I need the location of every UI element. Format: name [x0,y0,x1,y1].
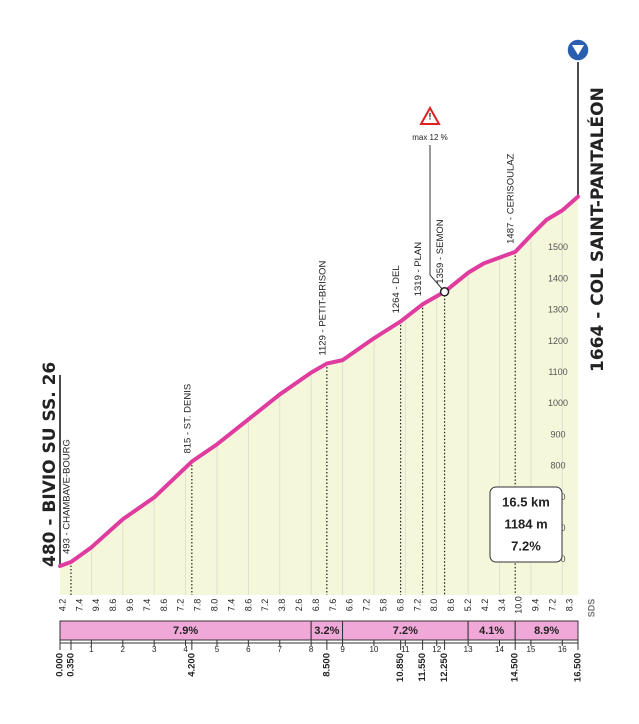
y-tick-label: 800 [550,461,565,471]
x-tick-label: 16 [558,645,567,654]
x-tick-label: 12 [432,645,441,654]
gradient-label: 7.6 [328,599,338,612]
gradient-label: 8.6 [108,599,118,612]
warning-mark: ! [429,111,432,121]
x-tick-label: 9 [340,645,345,654]
waypoint-label: 815 - ST. DENIS [182,384,193,454]
y-tick-label: 1100 [548,367,567,377]
km-marker-label: 14.500 [510,653,521,682]
km-marker-label: 8.500 [321,653,332,677]
section-label: 4.1% [479,625,504,637]
summary-gradient: 7.2% [511,538,541,553]
gradient-label: 7.2 [176,599,186,612]
y-tick-label: 1400 [548,273,568,283]
x-tick-label: 15 [526,645,535,654]
km-marker-label: 12.250 [439,653,450,682]
x-tick-label: 1 [89,645,94,654]
gradient-label: 8.3 [564,599,574,612]
km-marker-label: 11.550 [417,653,428,682]
gradient-label: 8.0 [209,599,219,612]
x-tick-label: 3 [152,645,157,654]
y-tick-label: 1000 [548,398,568,408]
gradient-label: 8.0 [429,599,439,612]
x-tick-label: 8 [309,645,314,654]
km-marker-label: 4.200 [186,653,197,677]
max-point [439,287,450,297]
gradient-row [60,595,578,615]
gradient-label: 9.4 [531,599,541,612]
gradient-label: 6.6 [345,599,355,612]
waypoint-label: 1319 - PLAN [413,242,424,297]
gradient-label: 7.4 [226,599,236,612]
max-pointer [429,145,444,291]
x-tick-label: 7 [278,645,283,654]
section-label: 3.2% [314,625,339,637]
gradient-label: 7.2 [547,599,557,612]
x-tick-label: 14 [495,645,504,654]
y-tick-label: 900 [550,429,565,439]
x-tick-label: 6 [246,645,251,654]
x-tick-label: 2 [121,645,126,654]
x-tick-label: 13 [464,645,473,654]
gradient-label: 6.8 [395,599,405,612]
gradient-label: 7.8 [193,599,203,612]
gradient-label: 8.6 [243,599,253,612]
km-marker-label: 16.500 [573,653,584,682]
waypoint-label: 1129 - PETIT-BRISON [317,261,328,356]
summary-distance: 16.5 km [502,494,550,509]
y-tick-label: 1200 [548,336,568,346]
profile-line [58,194,580,569]
gradient-label: 4.2 [480,599,490,612]
plot: 493 - CHAMBAVE-BOURG 815 - ST. DENIS 1129 … [55,153,584,682]
gradient-label: 7.2 [260,599,270,612]
gradient-label: 6.8 [311,599,321,612]
summary-gain: 1184 m [504,516,547,531]
section-label: 7.2% [393,625,418,637]
gradient-label: 9.4 [91,599,101,612]
gradient-label: 9.6 [125,599,135,612]
km-marker-label: 0.000 [55,653,66,677]
gradient-label: 8.6 [159,599,169,612]
gradient-label: 7.4 [142,599,152,612]
gradient-label: 3.4 [497,599,507,612]
waypoint-label: 1359 - SEMON [435,219,446,284]
waypoint-label: 1487 - CERISOULAZ [506,153,517,243]
finish-arrow [572,45,584,55]
gradient-label: 8.6 [446,599,456,612]
gradient-label: 5.8 [378,599,388,612]
gradient-label: 3.8 [277,599,287,612]
logo: SDS [586,599,596,618]
x-tick-label: 4 [183,645,188,654]
section-label: 8.9% [534,625,559,637]
y-tick-label: 1300 [548,305,568,315]
section-bar [514,620,579,641]
x-tick-label: 5 [215,645,220,654]
km-marker-label: 0.350 [66,653,77,677]
max-label: max 12 % [412,133,448,142]
gradient-label: 7.4 [74,599,84,612]
gradient-label: 2.6 [294,599,304,612]
km-marker-label: 10.850 [395,653,406,682]
x-tick-label: 10 [369,645,378,654]
warning-icon [419,105,441,125]
waypoint-label: 1264 - DEL [391,265,402,313]
gradient-label: 10.0 [514,596,524,614]
y-tick-label: 1500 [548,242,568,252]
gradient-label: 4.2 [57,599,67,612]
start-label: 480 - BIVIO SU SS. 26 [40,362,60,567]
x-tick-label: 11 [401,645,410,654]
end-label: 1664 - COL SAINT-PANTALÉON [586,87,608,372]
waypoint-label: 493 - CHAMBAVE-BOURG [62,439,73,554]
summary-box [489,486,563,563]
gradient-label: 7.2 [412,599,422,612]
profile-fill [60,196,578,595]
gradient-label: 5.2 [463,599,473,612]
section-label: 7.9% [173,625,198,637]
gradient-label: 7.2 [362,599,372,612]
